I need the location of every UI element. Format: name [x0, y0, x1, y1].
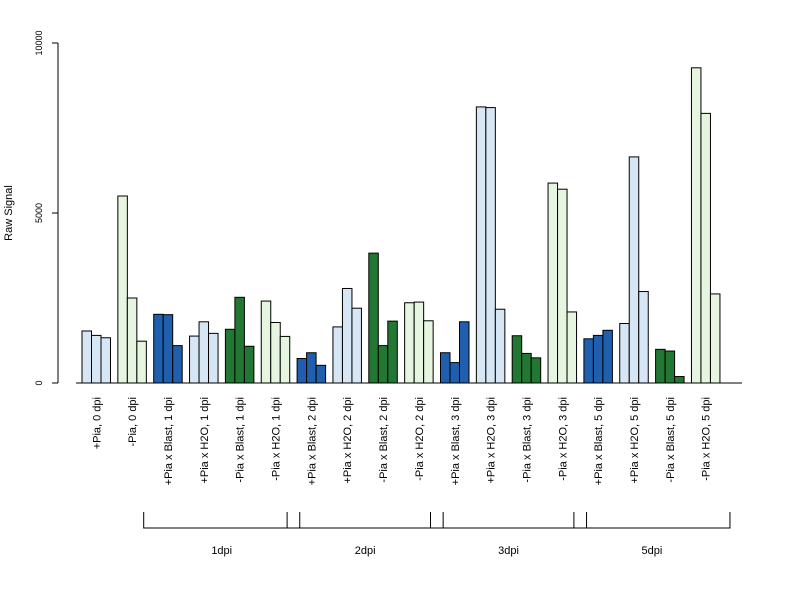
bar — [296, 358, 308, 384]
category-label: -Pia x Blast, 3 dpi — [521, 397, 533, 483]
bar — [117, 195, 128, 384]
category-label: -Pia x H2O, 3 dpi — [557, 397, 569, 481]
bar — [440, 352, 451, 384]
bar — [674, 376, 685, 384]
bar — [664, 350, 676, 384]
bar — [315, 364, 327, 384]
bar — [583, 338, 594, 384]
bar — [387, 320, 398, 384]
bar — [306, 352, 317, 384]
bar — [547, 182, 559, 384]
group-label: 3dpi — [498, 545, 519, 557]
category-label: -Pia, 0 dpi — [127, 397, 139, 447]
category-labels: +Pia, 0 dpi -Pia, 0 dpi +Pia x Blast, 1 dp… — [91, 397, 712, 485]
y-tick-label: 10000 — [34, 30, 44, 55]
group-bracket — [143, 512, 301, 529]
bar — [279, 335, 291, 384]
bar — [655, 348, 666, 384]
bar — [224, 328, 236, 384]
group-bracket — [286, 512, 444, 529]
bar — [351, 307, 362, 384]
bar — [243, 345, 255, 384]
category-label: +Pia x Blast, 5 dpi — [593, 397, 605, 485]
bar — [592, 334, 604, 384]
bar — [690, 67, 702, 384]
bar — [557, 188, 568, 384]
bar — [602, 329, 613, 384]
bar — [368, 252, 379, 384]
y-axis: 0 5000 10000 — [34, 30, 59, 386]
bar — [511, 335, 523, 384]
bar — [521, 352, 532, 384]
bar — [341, 287, 353, 384]
bar — [234, 296, 245, 384]
bar — [423, 320, 434, 384]
bar — [638, 291, 649, 384]
category-label: -Pia x H2O, 2 dpi — [414, 397, 426, 481]
bar — [494, 308, 506, 384]
bar — [377, 345, 389, 384]
bar — [172, 345, 183, 384]
bar — [530, 357, 542, 384]
category-label: +Pia x H2O, 2 dpi — [342, 397, 354, 484]
bar — [270, 321, 281, 384]
bar — [566, 311, 578, 384]
category-label: +Pia x Blast, 2 dpi — [306, 397, 318, 485]
bar — [485, 107, 496, 384]
category-label: +Pia, 0 dpi — [91, 397, 103, 449]
category-label: +Pia x Blast, 3 dpi — [450, 397, 462, 485]
y-axis-title: Raw Signal — [3, 185, 15, 241]
bar — [332, 326, 343, 384]
bar — [208, 332, 219, 384]
category-label: -Pia x Blast, 1 dpi — [235, 397, 247, 483]
bars — [81, 67, 721, 384]
bar — [700, 112, 711, 384]
bar — [619, 323, 630, 384]
bar — [709, 293, 721, 384]
bar — [404, 302, 415, 384]
bar — [153, 313, 164, 384]
group-bracket — [430, 512, 588, 529]
category-label: +Pia x H2O, 1 dpi — [199, 397, 211, 484]
bar — [260, 300, 272, 384]
bar — [162, 314, 174, 384]
y-tick-label: 0 — [34, 380, 44, 385]
category-label: +Pia x H2O, 5 dpi — [629, 397, 641, 484]
category-label: -Pia x H2O, 5 dpi — [701, 397, 713, 481]
bar — [449, 362, 460, 384]
group-label: 5dpi — [642, 545, 663, 557]
group-label: 2dpi — [355, 545, 376, 557]
bar — [628, 156, 640, 384]
category-label: +Pia x H2O, 3 dpi — [486, 397, 498, 484]
bar — [91, 334, 102, 384]
category-label: -Pia x Blast, 5 dpi — [665, 397, 677, 483]
category-label: -Pia x Blast, 2 dpi — [378, 397, 390, 483]
bar — [413, 301, 425, 384]
bar — [475, 106, 487, 384]
bar — [126, 297, 138, 384]
group-bracket — [573, 512, 731, 529]
bar — [189, 335, 200, 384]
bar — [100, 337, 111, 384]
bar — [198, 321, 210, 384]
bar — [81, 330, 92, 384]
category-label: -Pia x H2O, 1 dpi — [271, 397, 283, 481]
y-tick-label: 5000 — [34, 203, 44, 223]
bar — [136, 340, 147, 384]
group-label: 1dpi — [211, 545, 232, 557]
category-label: +Pia x Blast, 1 dpi — [163, 397, 175, 485]
group-brackets: 1dpi 2dpi 3dpi 5dpi — [143, 512, 731, 557]
bar — [459, 321, 470, 384]
